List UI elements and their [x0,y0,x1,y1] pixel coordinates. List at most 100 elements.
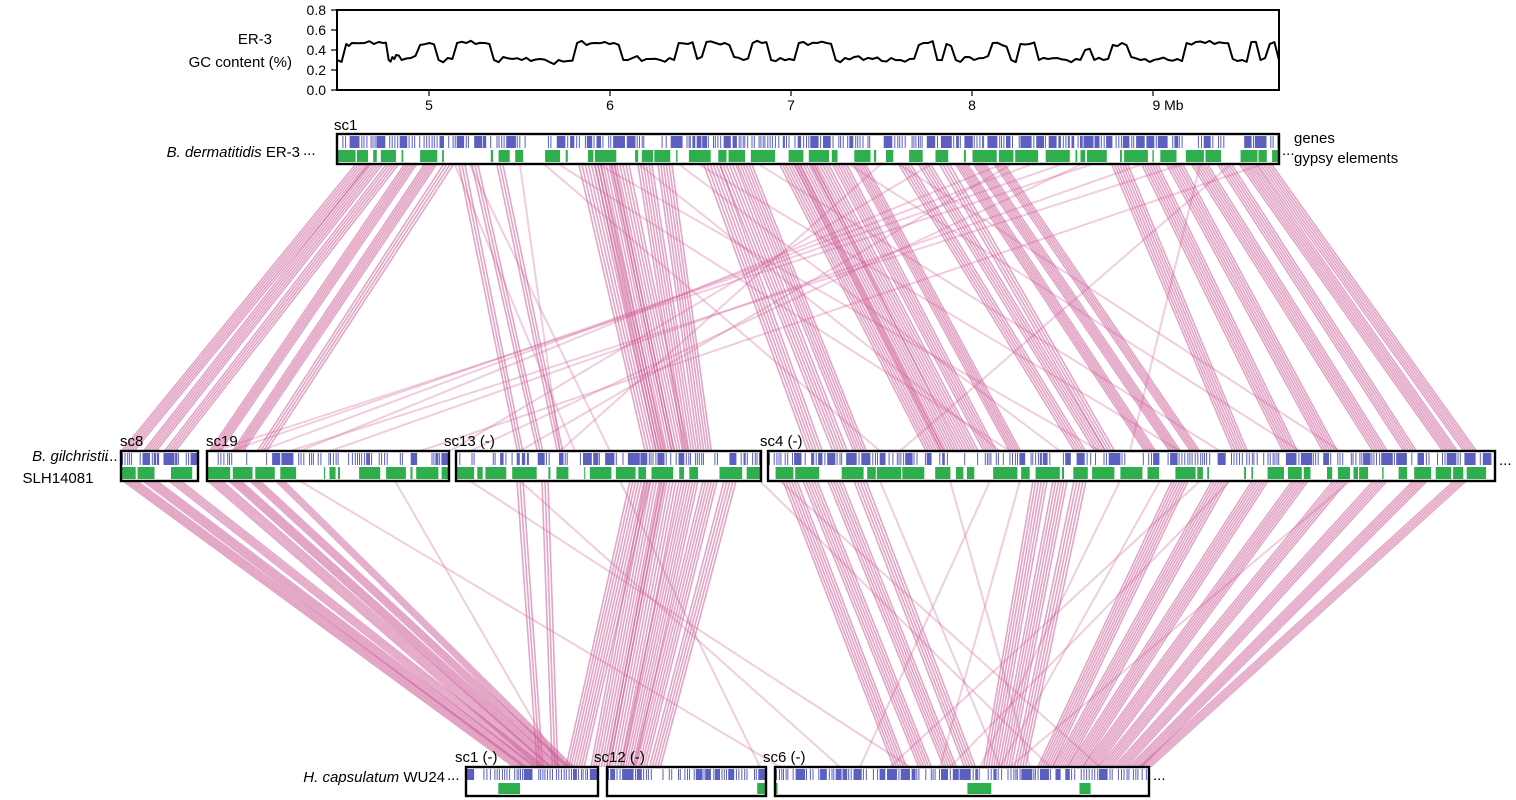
gene-mark [309,453,310,465]
synteny-link [1247,164,1451,452]
synteny-link [280,480,572,768]
synteny-link [278,480,570,768]
synteny-link [575,480,643,768]
gene-mark [516,769,518,780]
gene-mark [740,453,742,465]
synteny-link [1110,480,1348,768]
gypsy-mark [935,150,949,162]
gene-mark [1170,453,1178,465]
synteny-link [595,480,652,768]
synteny-link [469,164,1081,452]
gene-mark [372,136,374,148]
gypsy-mark [728,150,746,162]
synteny-link [616,164,679,452]
gene-mark [1001,136,1002,148]
gene-mark [1244,136,1252,148]
gene-mark [1172,136,1174,148]
synteny-link [299,164,1001,452]
gene-mark [1376,453,1377,465]
gene-mark [783,769,784,780]
gene-mark [1040,769,1049,780]
gypsy-mark [410,467,413,479]
synteny-link [262,164,451,452]
gypsy-mark [589,467,612,479]
gene-mark [839,453,841,465]
gene-mark [151,453,153,465]
gypsy-mark [1035,467,1060,479]
track-hcapsulatum: H. capsulatum WU24 ... sc1 (-) sc12 (-) … [303,749,1166,798]
gypsy-mark [1175,467,1196,479]
synteny-link [1041,480,1179,768]
gene-mark [828,769,830,780]
synteny-link [1250,164,1454,452]
synteny-link [832,164,985,452]
gene-mark [875,453,876,465]
gene-mark [474,136,483,148]
synteny-link [1147,480,1464,768]
synteny-link [1076,480,1264,768]
gene-mark [1323,453,1329,465]
synteny-link [779,480,1101,768]
synteny-link [787,480,900,768]
gene-mark [690,453,691,465]
synteny-link [619,164,681,452]
synteny-link [740,164,857,452]
gene-mark [431,453,433,465]
gypsy-mark [1327,467,1333,479]
scaffold-label-sc6: sc6 (-) [763,749,806,766]
gene-mark [776,453,778,465]
gene-mark [366,453,370,465]
gene-mark [1272,453,1274,465]
synteny-link [790,480,903,768]
gene-mark [888,453,890,465]
gc-xtick: 9 Mb [1152,97,1183,113]
gene-mark [605,453,615,465]
gypsy-mark [416,467,439,479]
gene-mark [1184,453,1186,465]
gene-mark [586,136,593,148]
synteny-link [799,164,947,452]
gene-mark [1133,136,1135,148]
gene-mark [1094,769,1096,780]
gene-mark [1254,136,1267,148]
synteny-link [1064,480,1226,768]
gene-mark [1109,769,1111,780]
synteny-link [782,164,930,452]
synteny-link [145,164,372,452]
gene-mark [746,769,748,780]
synteny-link [759,480,1051,768]
synteny-link [605,164,668,452]
scaffold-label-sc8: sc8 [120,433,143,450]
synteny-link [719,164,834,452]
gc-xtick: 7 [787,97,795,113]
gene-mark [650,769,652,780]
synteny-link [1074,480,1261,768]
gene-mark [1253,136,1254,148]
feature-stripes [338,136,1278,162]
gene-mark [1039,453,1042,465]
synteny-link [592,480,649,768]
gene-mark [391,136,393,148]
gypsy-mark [386,467,406,479]
gene-mark [815,453,817,465]
synteny-link [725,164,840,452]
gene-mark [804,453,806,465]
gene-mark [1197,453,1199,465]
gene-mark [999,136,1001,148]
synteny-link [329,164,1141,452]
synteny-link [975,164,1173,452]
gypsy-mark [1080,150,1086,162]
gene-mark [1146,136,1155,148]
gene-mark [684,769,686,780]
gene-mark [911,769,916,780]
synteny-link [121,164,356,452]
synteny-link [208,164,405,452]
synteny-link [987,480,1040,768]
synteny-link [837,164,990,452]
gene-mark [1151,453,1152,465]
gypsy-mark [477,467,483,479]
synteny-link [142,480,525,768]
gene-mark [1298,453,1300,465]
gene-mark [1174,136,1179,148]
